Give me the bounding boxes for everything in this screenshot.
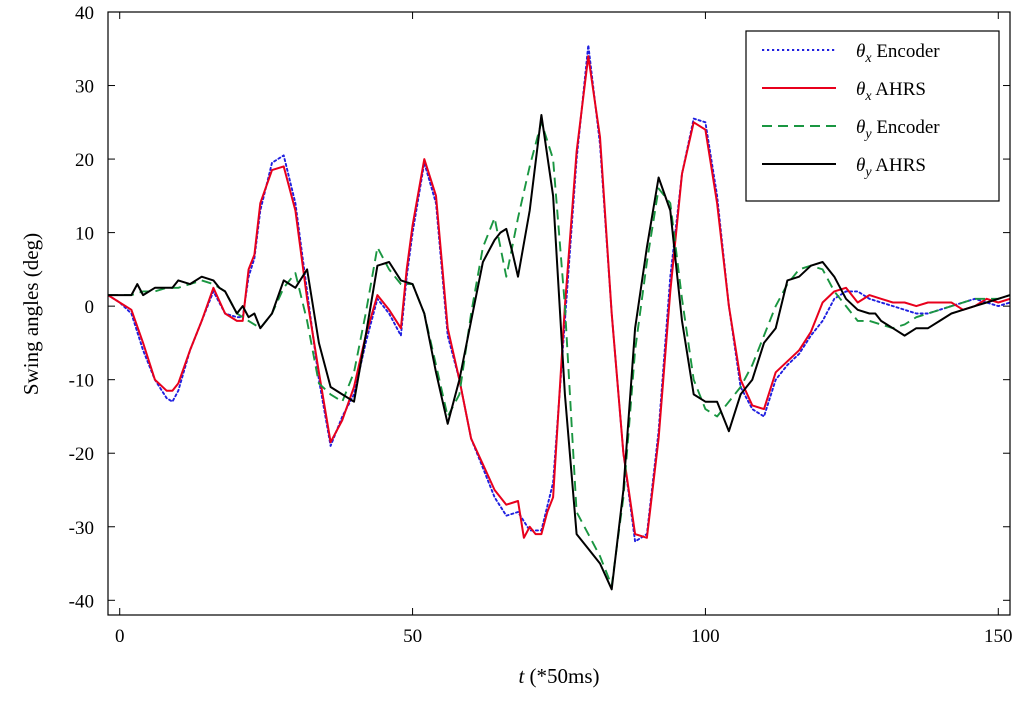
x-axis-variable: t bbox=[518, 664, 525, 688]
legend-text: AHRS bbox=[872, 155, 926, 176]
legend-label-3: θy Encoder bbox=[856, 117, 940, 142]
y-tick-label: -20 bbox=[69, 444, 94, 465]
legend-symbol: θ bbox=[856, 117, 865, 138]
series-line-3 bbox=[108, 121, 1010, 587]
legend-subscript: x bbox=[864, 89, 872, 104]
y-tick-label: -30 bbox=[69, 518, 94, 539]
legend-label-4: θy AHRS bbox=[856, 155, 926, 180]
legend-text: AHRS bbox=[872, 79, 926, 100]
y-tick-label: 20 bbox=[75, 150, 94, 171]
legend-symbol: θ bbox=[856, 41, 865, 62]
x-tick-label: 100 bbox=[691, 626, 720, 647]
y-axis-title: Swing angles (deg) bbox=[19, 233, 43, 395]
legend-symbol: θ bbox=[856, 155, 865, 176]
x-tick-label: 150 bbox=[984, 626, 1013, 647]
y-tick-labels: 40 30 20 10 0 -10 -20 -30 -40 bbox=[69, 3, 94, 612]
legend-subscript: y bbox=[863, 127, 872, 142]
series-line-2 bbox=[108, 55, 1010, 539]
legend-box bbox=[745, 30, 1000, 202]
tick-marks bbox=[108, 11, 1010, 615]
y-tick-label: -40 bbox=[69, 591, 94, 612]
x-tick-label: 0 bbox=[115, 626, 125, 647]
x-axis-unit: (*50ms) bbox=[524, 664, 599, 688]
legend-symbol: θ bbox=[856, 79, 865, 100]
legend-label-1: θx Encoder bbox=[856, 41, 940, 66]
legend-text: Encoder bbox=[872, 117, 941, 138]
y-tick-label: 0 bbox=[85, 297, 95, 318]
x-tick-label: 50 bbox=[403, 626, 422, 647]
y-tick-label: -10 bbox=[69, 371, 94, 392]
series-line-4 bbox=[108, 114, 1010, 591]
legend-subscript: x bbox=[864, 51, 872, 66]
plot-frame bbox=[107, 11, 1011, 616]
series-lines bbox=[108, 44, 1010, 591]
x-axis-title: t (*50ms) bbox=[518, 664, 599, 688]
y-tick-label: 10 bbox=[75, 224, 94, 245]
legend-label-2: θx AHRS bbox=[856, 79, 926, 104]
x-tick-labels: 0 50 100 150 bbox=[115, 626, 1013, 647]
y-tick-label: 40 bbox=[75, 3, 94, 24]
legend-subscript: y bbox=[863, 165, 872, 180]
legend-text: Encoder bbox=[872, 41, 941, 62]
y-tick-label: 30 bbox=[75, 77, 94, 98]
